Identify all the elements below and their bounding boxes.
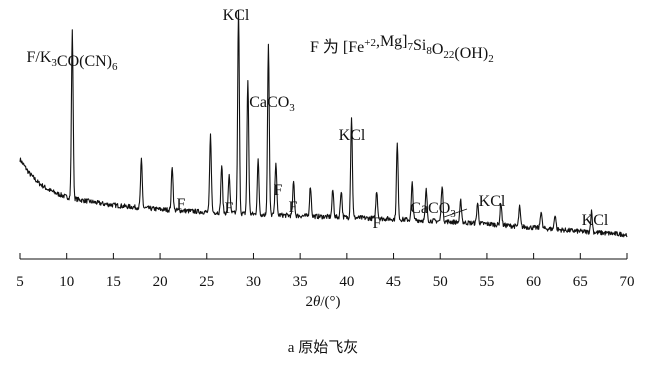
- peak-annotation: F: [289, 199, 298, 216]
- x-tick-label: 70: [620, 274, 635, 290]
- peak-annotation: KCl: [479, 193, 506, 210]
- x-tick-label: 65: [573, 274, 588, 290]
- x-tick-label: 55: [479, 274, 494, 290]
- peak-annotation: F: [225, 200, 234, 217]
- x-tick-label: 15: [106, 274, 121, 290]
- peak-annotation: KCl: [339, 127, 366, 144]
- x-tick-label: 10: [59, 274, 74, 290]
- x-axis-label: 2θ/(°): [305, 294, 340, 310]
- x-tick-label: 35: [293, 274, 308, 290]
- x-tick-label: 45: [386, 274, 401, 290]
- xrd-pattern-line: [19, 9, 628, 238]
- x-tick-label: 50: [433, 274, 448, 290]
- peak-annotation: F: [177, 196, 186, 213]
- x-tick-label: 40: [339, 274, 354, 290]
- peak-annotation: KCl: [582, 212, 609, 229]
- x-tick-label: 25: [199, 274, 214, 290]
- composition-note: F 为 [Fe+2,Mg]7Si8O22(OH)2: [310, 33, 494, 65]
- x-tick-label: 60: [526, 274, 541, 290]
- peak-annotation: F: [373, 215, 382, 232]
- figure-caption: a 原始飞灰: [288, 339, 358, 356]
- peak-annotation: F/K3CO(CN)6: [26, 49, 118, 73]
- x-axis: 5 10 15 20 25 30 35 40 45 50 55 60 65 70: [16, 253, 635, 290]
- x-tick-label: 30: [246, 274, 261, 290]
- peak-annotation: F: [274, 182, 283, 199]
- x-tick-label: 5: [16, 274, 24, 290]
- peak-annotation: KCl: [223, 7, 250, 24]
- plot-area: [19, 9, 628, 238]
- peak-annotation: CaCO3: [249, 94, 295, 114]
- chart-labels: F/K3CO(CN)6KClCaCO3FFFFKClFCaCO3KClKClF …: [26, 7, 608, 356]
- x-tick-label: 20: [153, 274, 168, 290]
- annotation-leader-line: [443, 208, 468, 218]
- peak-annotation: CaCO3: [410, 200, 456, 220]
